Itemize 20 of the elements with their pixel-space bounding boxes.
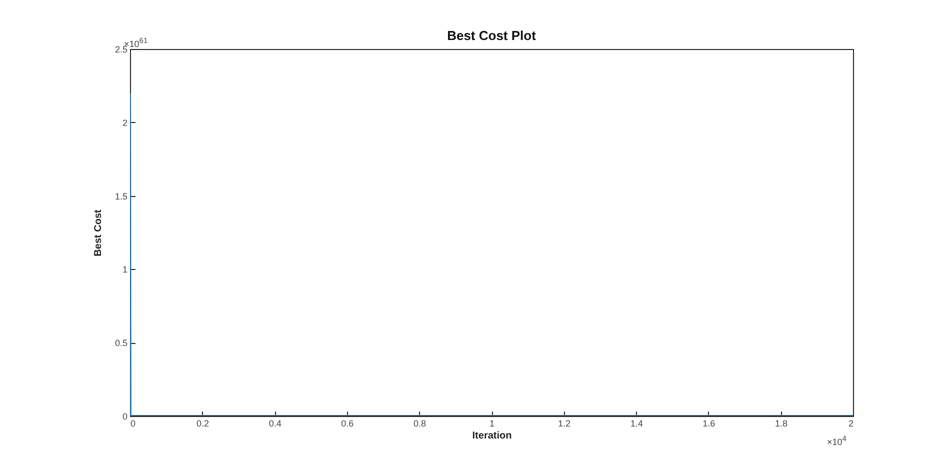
- x-tick-label: 0.2: [196, 418, 210, 428]
- y-axis-title: Best Cost: [92, 209, 104, 256]
- x-tick-label: 0.4: [268, 418, 282, 428]
- chart-title: Best Cost Plot: [447, 28, 537, 43]
- x-tick-label: 1.8: [774, 418, 788, 428]
- text: ×10$^{4}$: [827, 434, 846, 447]
- y-tick-label: 2: [122, 118, 128, 128]
- x-tick-label: 1.6: [702, 418, 716, 428]
- x-tick-label: 1.4: [630, 418, 643, 428]
- x-tick-label: 0.8: [413, 418, 426, 428]
- x-tick-label: 0: [130, 418, 136, 428]
- y-tick-label: 0.5: [114, 338, 128, 348]
- y-tick-label: 1.5: [114, 191, 128, 202]
- x-tick-label: 1.2: [558, 418, 571, 428]
- x-tick-label: 1: [489, 418, 495, 428]
- y-tick-label: 1: [122, 264, 128, 275]
- x-tick-label: 2: [848, 418, 854, 428]
- x-tick-label: 0.6: [341, 418, 354, 428]
- y-tick-label: 0: [122, 412, 128, 422]
- x-axis-title: Iteration: [472, 430, 512, 442]
